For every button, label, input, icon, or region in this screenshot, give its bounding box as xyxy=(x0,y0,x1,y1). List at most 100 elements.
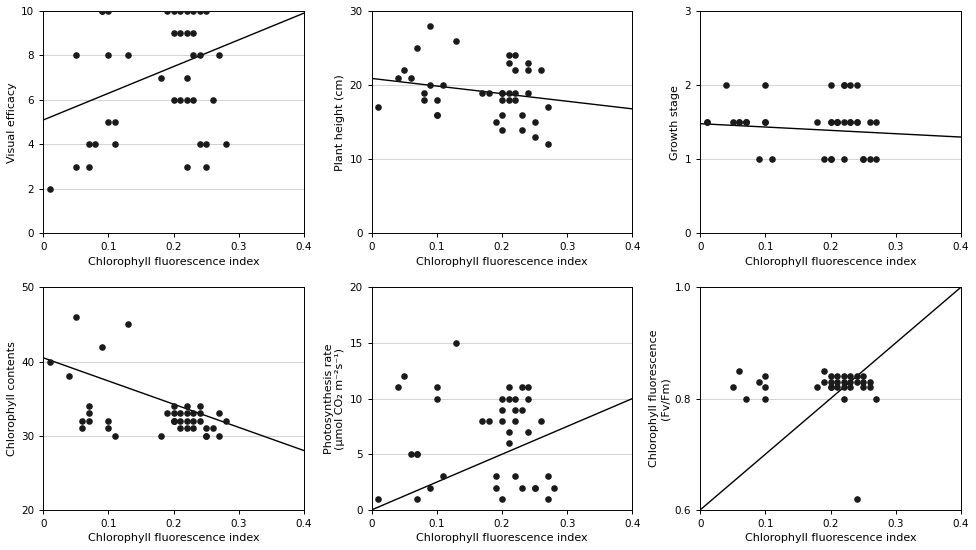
Point xyxy=(823,155,838,164)
Point xyxy=(540,140,555,149)
Point xyxy=(371,494,386,503)
Point xyxy=(173,409,188,418)
Point xyxy=(540,472,555,481)
Point xyxy=(396,66,412,75)
Point xyxy=(120,51,136,60)
Point xyxy=(185,7,201,15)
Point xyxy=(173,96,188,104)
Point xyxy=(166,29,182,37)
Point xyxy=(725,118,741,127)
Point xyxy=(198,7,214,15)
Point xyxy=(390,73,406,82)
Point xyxy=(494,394,509,403)
Point xyxy=(218,416,233,425)
Point xyxy=(757,394,773,403)
Point xyxy=(494,111,509,119)
Point xyxy=(823,81,838,90)
X-axis label: Chlorophyll fluorescence index: Chlorophyll fluorescence index xyxy=(88,533,260,543)
X-axis label: Chlorophyll fluorescence index: Chlorophyll fluorescence index xyxy=(745,533,916,543)
Point xyxy=(185,29,201,37)
Point xyxy=(107,118,123,127)
Point xyxy=(68,51,84,60)
Point xyxy=(501,427,516,436)
Point xyxy=(94,342,109,351)
Point xyxy=(494,405,509,414)
Point xyxy=(410,450,426,459)
Point xyxy=(842,118,858,127)
Y-axis label: Visual efficacy: Visual efficacy xyxy=(7,82,17,162)
Point xyxy=(198,431,214,440)
Point xyxy=(179,402,194,410)
Point xyxy=(849,118,865,127)
Point xyxy=(179,73,194,82)
Point xyxy=(508,416,523,425)
Point xyxy=(192,416,208,425)
Point xyxy=(830,118,845,127)
Point xyxy=(481,88,497,97)
Point xyxy=(101,51,116,60)
Point xyxy=(830,377,845,386)
Point xyxy=(855,383,871,392)
Point xyxy=(520,427,536,436)
Point xyxy=(390,383,406,392)
Point xyxy=(166,416,182,425)
Point xyxy=(731,366,747,375)
Point xyxy=(481,416,497,425)
Point xyxy=(527,483,543,492)
Point xyxy=(429,96,445,104)
Point xyxy=(835,383,851,392)
Point xyxy=(508,51,523,60)
Point xyxy=(166,7,182,15)
Point xyxy=(159,409,175,418)
Point xyxy=(738,118,753,127)
Point xyxy=(513,483,529,492)
Point xyxy=(842,118,858,127)
Point xyxy=(74,416,90,425)
X-axis label: Chlorophyll fluorescence index: Chlorophyll fluorescence index xyxy=(745,257,916,267)
Point xyxy=(842,383,858,392)
Point xyxy=(835,81,851,90)
Point xyxy=(501,88,516,97)
Point xyxy=(179,416,194,425)
Point xyxy=(192,51,208,60)
Point xyxy=(173,416,188,425)
Point xyxy=(159,7,175,15)
Point xyxy=(396,372,412,381)
Point xyxy=(816,155,832,164)
Point xyxy=(205,96,221,104)
Point xyxy=(494,125,509,134)
Point xyxy=(508,66,523,75)
Point xyxy=(494,494,509,503)
Point xyxy=(179,409,194,418)
Point xyxy=(862,118,877,127)
Point xyxy=(410,43,426,52)
Point xyxy=(166,416,182,425)
Point xyxy=(757,372,773,381)
Point xyxy=(862,383,877,392)
Point xyxy=(849,494,865,503)
Point xyxy=(501,58,516,67)
Point xyxy=(527,118,543,127)
Point xyxy=(869,118,884,127)
Point xyxy=(830,118,845,127)
Point xyxy=(725,383,741,392)
Point xyxy=(849,372,865,381)
Point xyxy=(699,118,714,127)
Point xyxy=(764,155,780,164)
Point xyxy=(198,424,214,433)
Point xyxy=(527,133,543,141)
Point xyxy=(185,96,201,104)
Point xyxy=(849,377,865,386)
Point xyxy=(429,394,445,403)
Point xyxy=(416,88,431,97)
Point xyxy=(212,51,227,60)
Point xyxy=(101,118,116,127)
Point xyxy=(101,416,116,425)
Point xyxy=(855,372,871,381)
Point xyxy=(429,111,445,119)
Point xyxy=(810,118,826,127)
Point xyxy=(757,118,773,127)
Point xyxy=(501,51,516,60)
Point xyxy=(830,118,845,127)
Point xyxy=(835,377,851,386)
